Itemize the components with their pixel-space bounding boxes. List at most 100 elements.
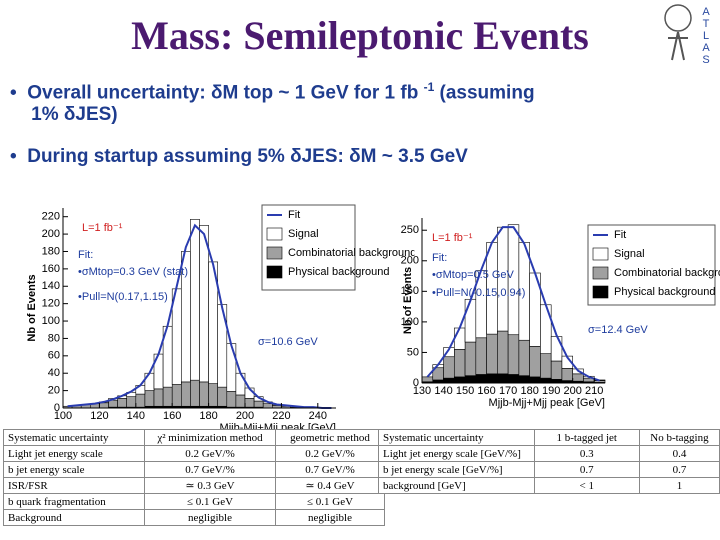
histogram-bar xyxy=(550,379,563,384)
y-axis-label: Nb of Events xyxy=(402,267,414,334)
table-cell: b jet energy scale [GeV/%] xyxy=(378,461,535,478)
bullet-sup: -1 xyxy=(423,80,435,94)
y-tick-label: 0 xyxy=(54,402,60,414)
histogram-bar xyxy=(497,373,509,384)
table-cell: Light jet energy scale xyxy=(3,445,145,462)
legend-swatch xyxy=(266,265,283,279)
histogram-bar xyxy=(190,379,200,407)
x-tick-label: 180 xyxy=(520,385,538,397)
table-cell: b quark fragmentation xyxy=(3,493,145,510)
histogram-bar xyxy=(171,384,182,407)
histogram-bar xyxy=(497,330,509,375)
bullet: • During startup assuming 5% δJES: δM ~ … xyxy=(10,146,468,167)
table-row: b jet energy scale 0.7 GeV/% 0.7 GeV/% xyxy=(3,461,385,478)
histogram-bar xyxy=(144,390,155,407)
histogram-bar xyxy=(190,219,200,381)
histogram-bar xyxy=(162,386,173,407)
y-tick-label: 220 xyxy=(42,211,60,223)
x-tick-label: 190 xyxy=(542,385,560,397)
x-axis-label: Mjjb-Mjj+Mjj peak [GeV] xyxy=(489,397,605,409)
table-cell: 0.3 xyxy=(533,445,640,462)
logo-letter: A xyxy=(702,6,710,18)
y-tick-label: 40 xyxy=(48,367,60,379)
table-header-cell: Systematic uncertainty xyxy=(3,429,145,446)
legend-label: Physical background xyxy=(614,286,716,298)
table-cell: ≤ 0.1 GeV xyxy=(275,493,385,510)
logo-figure xyxy=(668,31,688,61)
histogram-bar xyxy=(453,327,466,350)
x-tick-label: 200 xyxy=(236,410,254,422)
annotation: Fit: xyxy=(432,252,447,264)
annotation: •Pull=N(-0.15,0.94) xyxy=(432,287,525,299)
histogram-bar xyxy=(235,394,246,408)
table-cell: 0.7 GeV/% xyxy=(144,461,276,478)
histogram-bar xyxy=(117,398,127,408)
y-tick-label: 0 xyxy=(413,377,419,389)
histogram-bar xyxy=(529,376,541,384)
table-row: Light jet energy scale [GeV/%] 0.3 0.4 xyxy=(378,445,720,462)
y-tick-label: 200 xyxy=(401,255,419,267)
annotation: •σMtop=0.3 GeV (stat) xyxy=(78,266,188,278)
legend-swatch xyxy=(592,247,609,261)
x-tick-label: 120 xyxy=(90,410,108,422)
slide-title: Mass: Semileptonic Events xyxy=(131,13,589,58)
histogram-bar xyxy=(507,374,520,384)
histogram-bar xyxy=(540,304,552,354)
x-tick-label: 210 xyxy=(585,385,603,397)
legend-swatch xyxy=(266,246,283,260)
table-cell: 0.4 xyxy=(638,445,720,462)
bullet: • Overall uncertainty: δM top ~ 1 GeV fo… xyxy=(10,80,535,126)
table-row: b jet energy scale [GeV/%] 0.7 0.7 xyxy=(378,461,720,478)
histogram-bar xyxy=(135,393,146,408)
histogram-bar xyxy=(226,343,237,392)
y-axis-label: Nb of Events xyxy=(26,274,38,341)
logo-letter: L xyxy=(703,30,709,42)
logo-letter: T xyxy=(703,18,710,30)
table-header-cell: χ² minimization method xyxy=(144,429,276,446)
logo-letter: S xyxy=(702,54,709,66)
table: Systematic uncertainty χ² minimization me… xyxy=(3,429,385,526)
histogram-bar xyxy=(529,346,541,378)
table-header-cell: Systematic uncertainty xyxy=(378,429,535,446)
table-cell: ≃ 0.3 GeV xyxy=(144,477,276,494)
histogram-bar xyxy=(262,403,273,409)
bullet-text: 1% δJES) xyxy=(31,104,118,126)
y-tick-label: 80 xyxy=(48,332,60,344)
annotation: σ=10.6 GeV xyxy=(258,336,318,348)
histogram-bar xyxy=(518,375,530,384)
histogram-bar xyxy=(208,383,219,407)
bullet-text: (assuming xyxy=(439,82,535,104)
histogram-bar xyxy=(475,337,487,375)
histogram-bar xyxy=(464,341,477,376)
histogram-bar xyxy=(153,388,164,407)
histogram-bar xyxy=(253,400,264,408)
table-cell: 0.2 GeV/% xyxy=(275,445,385,462)
legend-label: Fit xyxy=(614,229,626,241)
histogram-bar xyxy=(464,298,477,343)
table-cell: 0.7 xyxy=(533,461,640,478)
histogram-bar xyxy=(99,402,109,409)
table: Systematic uncertainty 1 b-tagged jet No b… xyxy=(378,429,720,494)
histogram-bar xyxy=(464,375,477,384)
legend-swatch xyxy=(592,285,609,299)
x-tick-label: 140 xyxy=(434,385,452,397)
y-tick-label: 200 xyxy=(42,228,60,240)
histogram-bar xyxy=(421,376,434,383)
table-header-cell: 1 b-tagged jet xyxy=(533,429,640,446)
legend-label: Physical background xyxy=(288,266,390,278)
histogram-bar xyxy=(486,333,498,375)
table-row: Systematic uncertainty χ² minimization me… xyxy=(3,429,385,446)
y-tick-label: 100 xyxy=(401,316,419,328)
y-tick-label: 50 xyxy=(407,346,419,358)
y-tick-label: 100 xyxy=(42,315,60,327)
histogram-bar xyxy=(453,376,466,384)
annotation: L=1 fb⁻¹ xyxy=(82,222,123,234)
legend-label: Fit xyxy=(288,209,300,221)
x-tick-label: 200 xyxy=(564,385,582,397)
fit-curve xyxy=(67,223,332,409)
histogram-bar xyxy=(199,225,209,383)
y-tick-label: 180 xyxy=(42,245,60,257)
x-tick-label: 180 xyxy=(199,410,217,422)
table-header-cell: No b-tagging xyxy=(638,429,720,446)
